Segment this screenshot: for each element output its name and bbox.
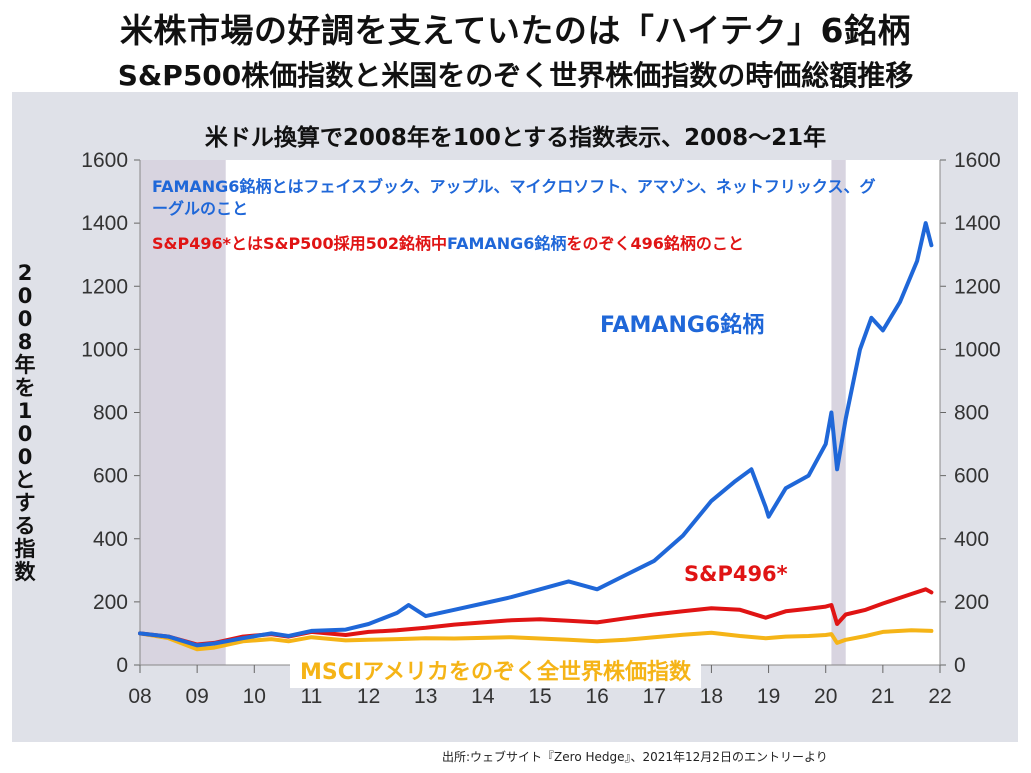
- y-tick-label-right: 800: [954, 402, 989, 425]
- y-tick-label-right: 200: [954, 591, 989, 614]
- x-tick-label: 09: [185, 685, 208, 708]
- x-tick-label: 15: [528, 685, 551, 708]
- y-tick-label-left: 1600: [81, 149, 128, 172]
- shaded-period-0: [140, 160, 226, 665]
- y-tick-label-left: 200: [93, 591, 128, 614]
- x-tick-label: 20: [814, 685, 837, 708]
- x-tick-label: 13: [414, 685, 437, 708]
- y-tick-label-right: 1400: [954, 212, 1001, 235]
- x-tick-label: 18: [700, 685, 723, 708]
- series-line-2: [138, 628, 934, 652]
- x-tick-label: 11: [301, 685, 323, 708]
- sp496-note-part2: FAMANG6銘柄: [446, 234, 567, 253]
- x-tick-label: 12: [357, 685, 380, 708]
- famang-series-label: FAMANG6銘柄: [590, 303, 775, 343]
- y-tick-label-left: 1000: [81, 338, 128, 361]
- y-tick-label-right: 400: [954, 528, 989, 551]
- main-subtitle: S&P500株価指数と米国をのぞく世界株価指数の時価総額推移: [117, 59, 914, 92]
- y-tick-label-right: 1200: [954, 275, 1001, 298]
- x-tick-label: 17: [643, 685, 666, 708]
- plot-area: [140, 160, 940, 665]
- sp496-series-label: S&P496*: [676, 560, 796, 588]
- y-axis-label: 2008年を100とする指数: [14, 261, 36, 584]
- y-tick-label-left: 800: [93, 402, 128, 425]
- main-title: 米株市場の好調を支えていたのは「ハイテク」6銘柄: [120, 11, 911, 50]
- x-tick-label: 14: [471, 685, 495, 708]
- msci-series-label: MSCIアメリカをのぞく全世界株価指数: [290, 652, 701, 688]
- y-tick-label-left: 400: [93, 528, 128, 551]
- x-tick-label: 21: [871, 685, 894, 708]
- y-tick-label-left: 600: [93, 465, 128, 488]
- sp496-note-part1: S&P496*とはS&P500採用502銘柄中: [152, 234, 447, 253]
- shaded-period-1: [831, 160, 846, 665]
- y-tick-label-right: 600: [954, 465, 989, 488]
- sp496-note-part3: をのぞく496銘柄のこと: [566, 234, 744, 253]
- x-tick-label: 19: [757, 685, 780, 708]
- x-tick-label: 22: [928, 685, 951, 708]
- x-tick-label: 16: [585, 685, 608, 708]
- y-tick-label-right: 0: [954, 654, 966, 677]
- y-tick-label-left: 1200: [81, 275, 128, 298]
- x-tick-label: 10: [243, 685, 266, 708]
- x-tick-label: 08: [128, 685, 151, 708]
- sp496-definition-note: S&P496*とはS&P500採用502銘柄中FAMANG6銘柄をのぞく496銘…: [152, 230, 744, 254]
- chart-subtitle: 米ドル換算で2008年を100とする指数表示、2008～21年: [204, 125, 827, 151]
- y-tick-label-right: 1600: [954, 149, 1001, 172]
- famang-definition-note: FAMANG6銘柄とはフェイスブック、アップル、マイクロソフト、アマゾン、ネット…: [152, 177, 876, 218]
- y-tick-label-right: 1000: [954, 338, 1001, 361]
- y-tick-label-left: 0: [116, 654, 128, 677]
- source-note: 出所:ウェブサイト『Zero Hedge』、2021年12月2日のエントリーより: [442, 750, 828, 764]
- y-tick-label-left: 1400: [81, 212, 128, 235]
- series-line-0: [138, 221, 934, 648]
